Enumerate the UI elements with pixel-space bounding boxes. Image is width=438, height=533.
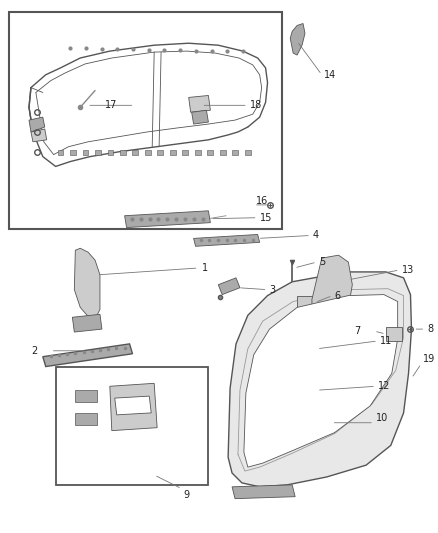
- Text: 4: 4: [313, 230, 319, 240]
- Polygon shape: [72, 314, 102, 332]
- Bar: [297, 296, 313, 309]
- Polygon shape: [232, 485, 295, 499]
- Bar: [386, 327, 402, 341]
- Text: 18: 18: [250, 100, 262, 110]
- Polygon shape: [189, 95, 210, 112]
- Bar: [56, 367, 208, 485]
- Polygon shape: [124, 211, 210, 228]
- Text: 5: 5: [319, 257, 325, 267]
- Text: 3: 3: [269, 285, 276, 295]
- Polygon shape: [192, 110, 208, 124]
- Text: 6: 6: [335, 290, 341, 301]
- Text: 15: 15: [260, 213, 272, 223]
- Bar: [195, 150, 201, 155]
- Polygon shape: [115, 396, 151, 415]
- Bar: [145, 150, 151, 155]
- Text: 1: 1: [201, 263, 208, 273]
- Polygon shape: [290, 23, 305, 55]
- Polygon shape: [29, 117, 45, 132]
- Text: 9: 9: [184, 490, 190, 500]
- Bar: [107, 150, 113, 155]
- Text: 13: 13: [402, 265, 414, 275]
- Text: 2: 2: [31, 346, 37, 356]
- Polygon shape: [313, 359, 354, 378]
- Text: 7: 7: [354, 326, 360, 336]
- Text: 12: 12: [378, 381, 390, 391]
- Bar: [9, 12, 283, 229]
- Bar: [170, 150, 176, 155]
- Bar: [133, 150, 138, 155]
- Bar: [208, 150, 213, 155]
- Polygon shape: [43, 344, 133, 367]
- Polygon shape: [74, 248, 100, 319]
- Bar: [70, 150, 76, 155]
- Polygon shape: [276, 378, 321, 406]
- Polygon shape: [287, 406, 335, 438]
- Polygon shape: [194, 235, 260, 246]
- Bar: [158, 150, 163, 155]
- Bar: [120, 150, 126, 155]
- Bar: [75, 390, 97, 402]
- Text: 17: 17: [105, 100, 117, 110]
- Text: 16: 16: [256, 196, 268, 206]
- Polygon shape: [228, 272, 411, 487]
- Bar: [233, 150, 238, 155]
- Polygon shape: [312, 255, 352, 368]
- Text: 8: 8: [427, 324, 433, 334]
- Bar: [302, 347, 316, 359]
- Text: 14: 14: [324, 70, 336, 80]
- Text: 10: 10: [376, 413, 388, 423]
- Polygon shape: [110, 383, 157, 431]
- Text: 11: 11: [380, 336, 392, 346]
- Bar: [75, 413, 97, 425]
- Bar: [57, 150, 64, 155]
- Polygon shape: [244, 295, 398, 467]
- Bar: [82, 150, 88, 155]
- Bar: [245, 150, 251, 155]
- Bar: [95, 150, 101, 155]
- Text: 19: 19: [423, 354, 435, 364]
- Bar: [220, 150, 226, 155]
- Bar: [183, 150, 188, 155]
- Polygon shape: [31, 129, 47, 142]
- Polygon shape: [218, 278, 240, 295]
